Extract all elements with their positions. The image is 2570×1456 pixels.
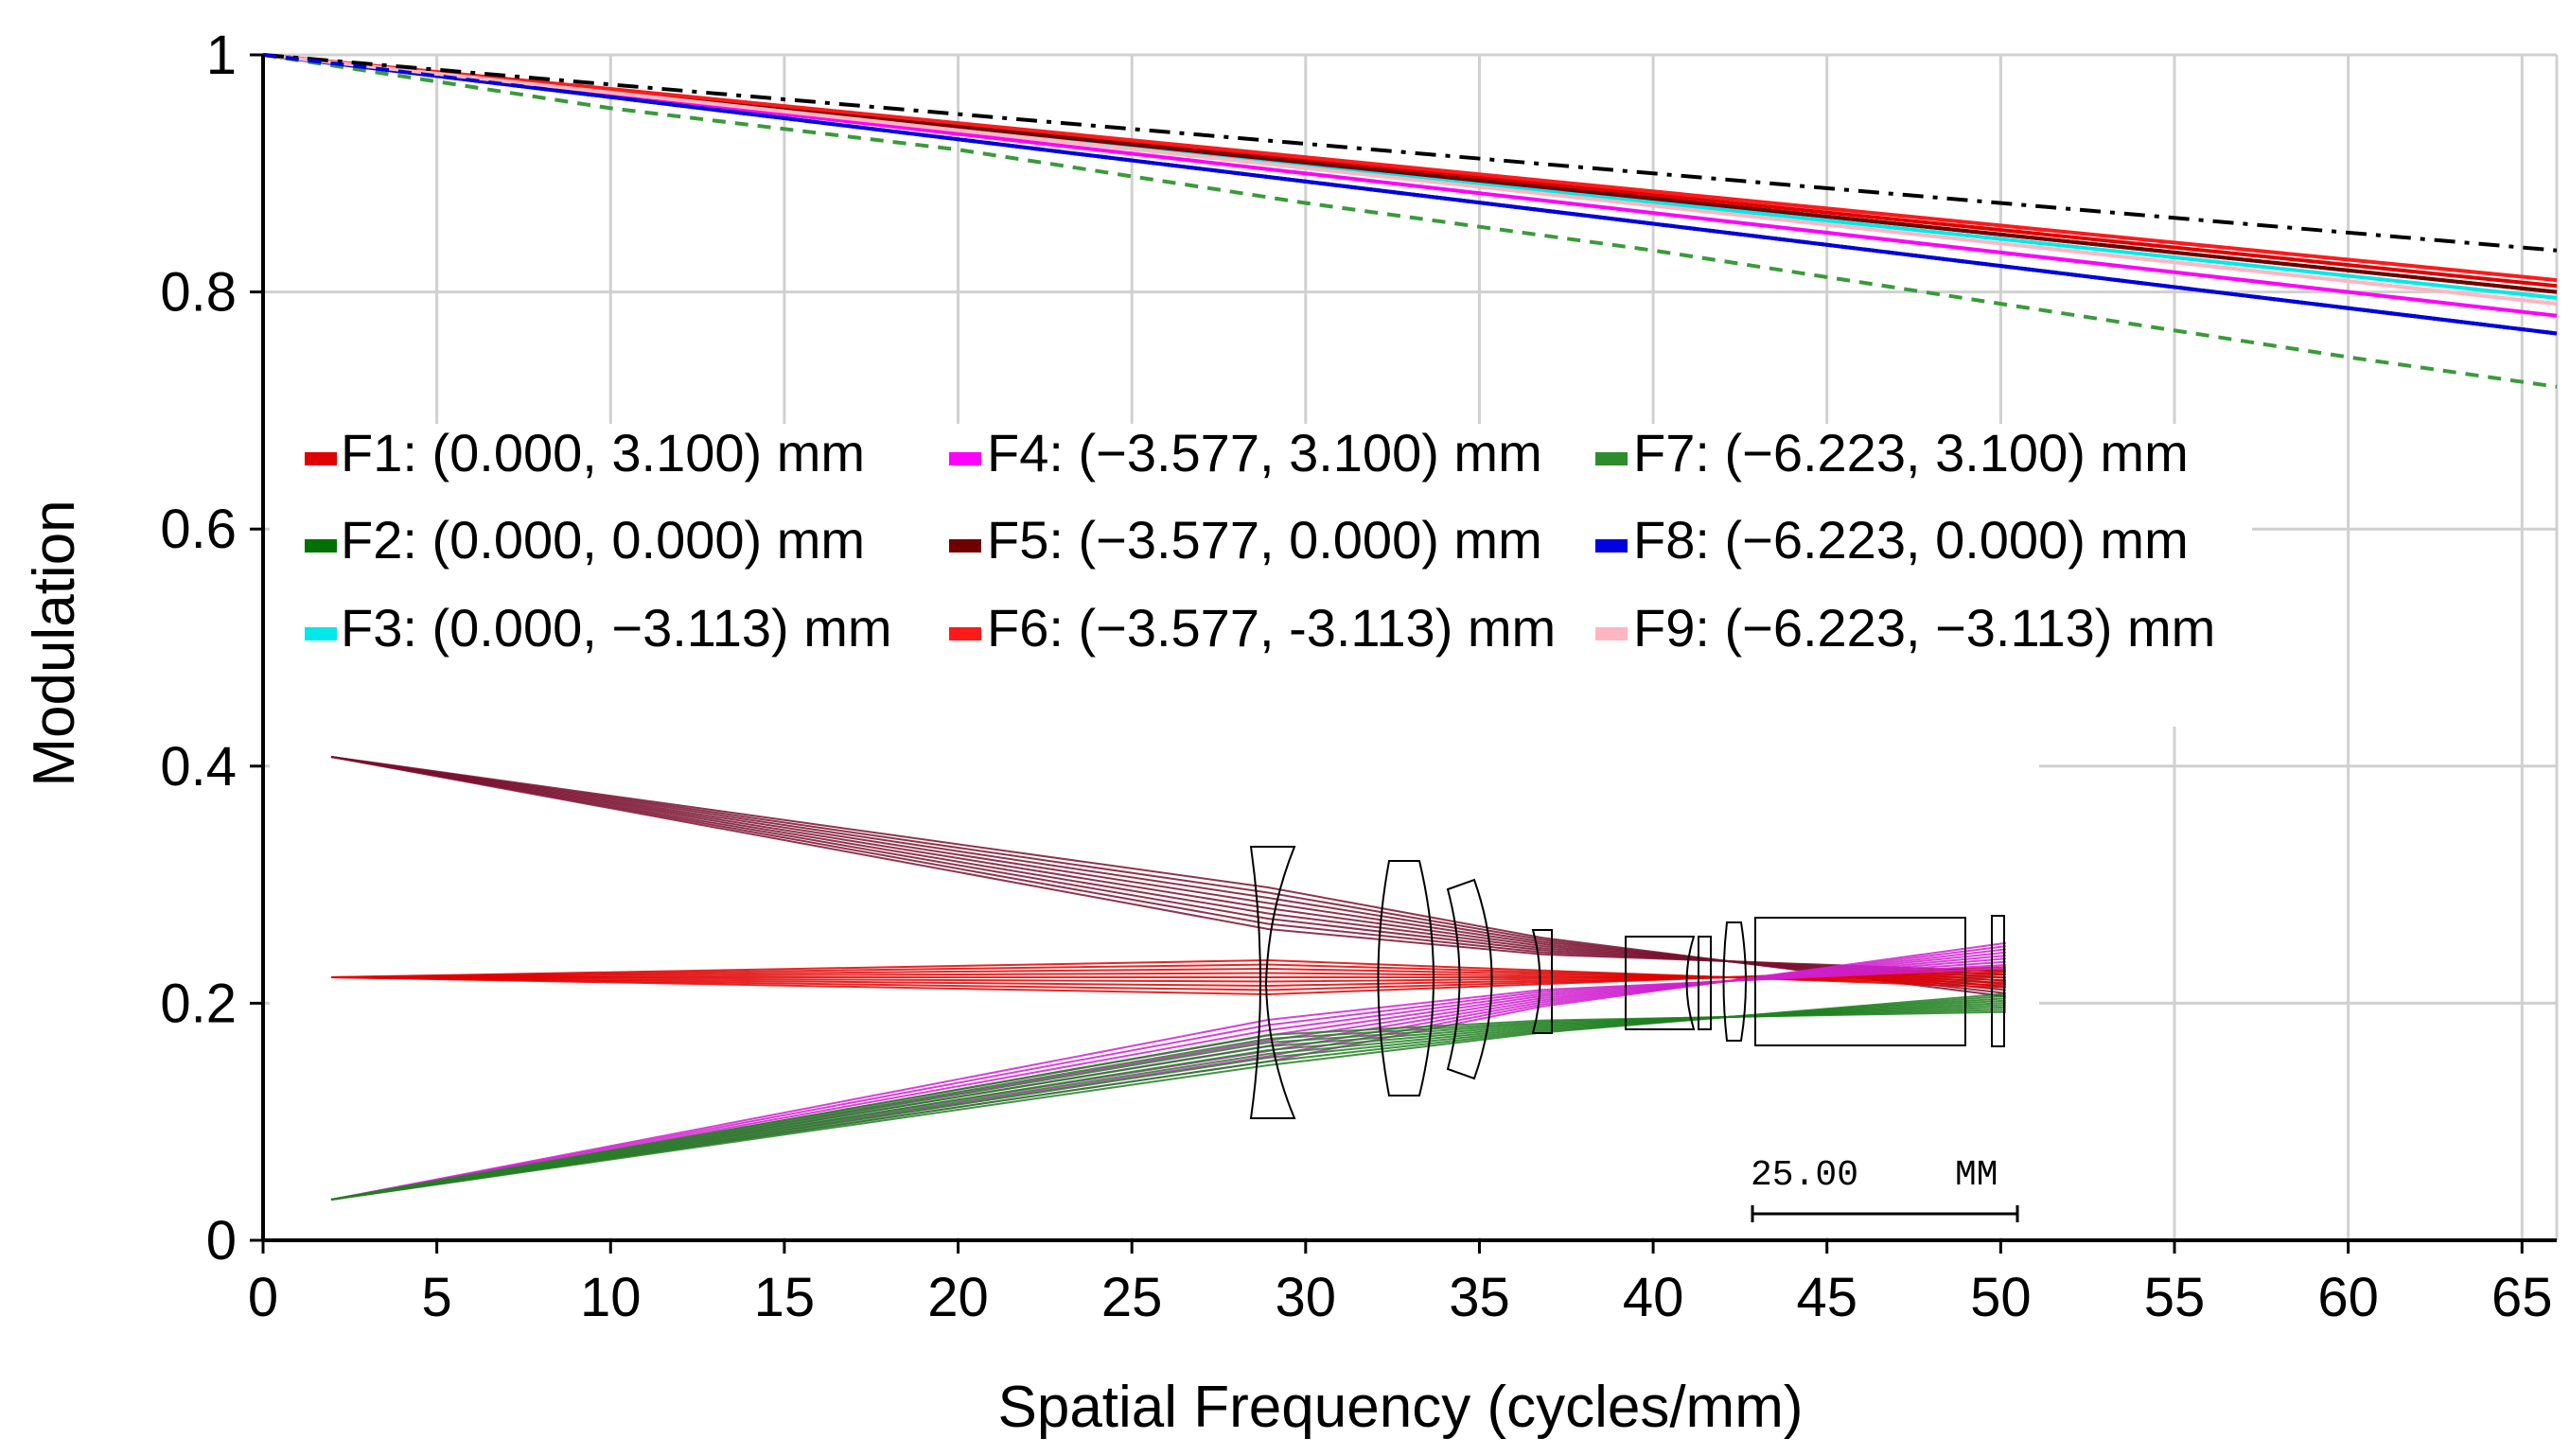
x-tick-label-5: 5 — [422, 1267, 452, 1328]
lens-element-5 — [1625, 936, 1696, 1030]
scale-bar-unit: MM — [1955, 1155, 1998, 1196]
x-tick-label-60: 60 — [2317, 1267, 2379, 1328]
legend-swatch-1 — [305, 452, 337, 465]
x-tick-label-50: 50 — [1970, 1267, 2032, 1328]
y-tick-labels: 0 0.2 0.4 0.6 0.8 1 — [160, 25, 237, 1272]
series-line-4 — [262, 53, 2558, 318]
x-tick-label-55: 55 — [2144, 1267, 2206, 1328]
ray-bundle-center — [330, 958, 2007, 996]
legend-swatch-5 — [949, 539, 981, 553]
lens-element-8 — [1754, 917, 1966, 1046]
legend: F1: (0.000, 3.100) mm F2: (0.000, 0.000) … — [305, 423, 2215, 658]
x-tick-label-0: 0 — [248, 1267, 278, 1328]
y-tick-label-0: 0 — [206, 1210, 237, 1272]
x-tick-label-30: 30 — [1276, 1267, 1337, 1328]
legend-label-9: F9: (−6.223, −3.113) mm — [1633, 598, 2215, 658]
y-tick-label-0.6: 0.6 — [160, 499, 237, 560]
legend-swatch-8 — [1595, 539, 1628, 553]
lens-element-7 — [1722, 921, 1747, 1042]
legend-label-8: F8: (−6.223, 0.000) mm — [1633, 510, 2189, 570]
lens-element-2 — [1377, 860, 1435, 1096]
legend-swatch-2 — [305, 539, 337, 553]
x-tick-label-65: 65 — [2491, 1267, 2553, 1328]
legend-swatch-3 — [305, 627, 337, 640]
x-tick-label-45: 45 — [1796, 1267, 1857, 1328]
legend-swatch-6 — [949, 627, 981, 640]
legend-label-4: F4: (−3.577, 3.100) mm — [987, 423, 1542, 482]
series-line-9 — [262, 53, 2558, 307]
y-tick-label-0.2: 0.2 — [160, 973, 237, 1034]
ray-bundle-lower-green — [330, 992, 2007, 1201]
ray-9 — [330, 992, 2007, 1201]
x-tick-labels: 0 5 10 15 20 25 30 35 40 45 50 55 60 65 — [248, 1267, 2553, 1328]
lens-elements — [1249, 846, 2005, 1119]
x-tick-label-15: 15 — [754, 1267, 816, 1328]
lens-element-4 — [1531, 929, 1553, 1034]
x-tick-label-10: 10 — [580, 1267, 642, 1328]
series-line-8 — [262, 53, 2558, 336]
series-line-10 — [262, 53, 2558, 253]
scale-bar-value: 25.00 — [1751, 1155, 1858, 1196]
legend-label-7: F7: (−6.223, 3.100) mm — [1633, 423, 2189, 482]
x-tick-label-20: 20 — [927, 1267, 989, 1328]
y-axis-label: Modulation — [22, 500, 87, 786]
x-tick-label-40: 40 — [1623, 1267, 1684, 1328]
legend-label-1: F1: (0.000, 3.100) mm — [341, 423, 865, 482]
x-axis-label: Spatial Frequency (cycles/mm) — [997, 1375, 1803, 1440]
lens-element-3 — [1446, 878, 1493, 1080]
detector-window — [1991, 915, 2005, 1047]
legend-swatch-9 — [1595, 627, 1628, 640]
lens-layout-inset: 25.00 MM — [330, 756, 2019, 1222]
legend-label-6: F6: (−3.577, -3.113) mm — [987, 598, 1556, 658]
legend-panel — [274, 424, 2252, 727]
y-tick-label-0.4: 0.4 — [160, 736, 237, 798]
ray-bundles — [330, 756, 2007, 1201]
x-tick-label-35: 35 — [1449, 1267, 1510, 1328]
series-line-11 — [262, 53, 2558, 389]
series-line-6 — [262, 53, 2558, 283]
legend-label-5: F5: (−3.577, 0.000) mm — [987, 510, 1542, 570]
legend-swatch-4 — [949, 452, 981, 465]
series-lines — [262, 53, 2558, 389]
axes — [250, 53, 2557, 1254]
y-tick-label-0.8: 0.8 — [160, 262, 237, 324]
lens-element-6 — [1698, 936, 1712, 1030]
series-line-5 — [262, 53, 2558, 294]
ray-9 — [330, 756, 2007, 973]
legend-label-2: F2: (0.000, 0.000) mm — [341, 510, 865, 570]
ray-bundle-upper — [330, 756, 2007, 998]
lens-element-1 — [1249, 846, 1296, 1119]
legend-label-3: F3: (0.000, −3.113) mm — [341, 598, 892, 658]
x-tick-label-25: 25 — [1101, 1267, 1163, 1328]
legend-swatch-7 — [1595, 452, 1628, 465]
y-tick-label-1: 1 — [206, 25, 237, 86]
